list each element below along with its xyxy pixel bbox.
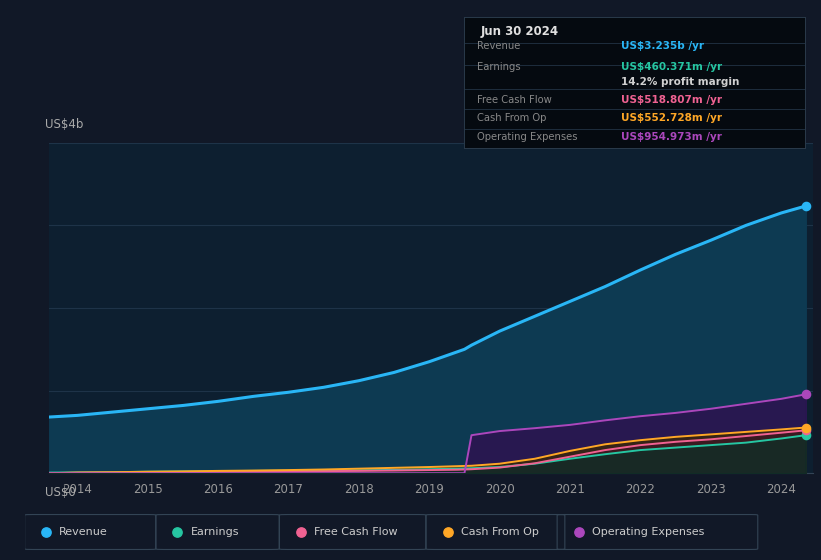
Text: Revenue: Revenue (478, 41, 521, 51)
Text: Cash From Op: Cash From Op (461, 527, 539, 537)
Point (171, 528, 184, 536)
Text: Jun 30 2024: Jun 30 2024 (481, 25, 559, 38)
Text: US$552.728m /yr: US$552.728m /yr (621, 113, 722, 123)
Text: Cash From Op: Cash From Op (478, 113, 547, 123)
Text: US$0: US$0 (45, 487, 76, 500)
Text: Operating Expenses: Operating Expenses (592, 527, 704, 537)
Text: Earnings: Earnings (190, 527, 239, 537)
Point (799, 390, 812, 399)
Text: US$460.371m /yr: US$460.371m /yr (621, 62, 722, 72)
Text: Free Cash Flow: Free Cash Flow (314, 527, 397, 537)
Point (572, 528, 585, 536)
Text: US$954.973m /yr: US$954.973m /yr (621, 132, 722, 142)
Point (441, 528, 454, 536)
Text: Revenue: Revenue (59, 527, 108, 537)
Point (799, 423, 812, 432)
Point (799, 426, 812, 435)
Text: US$518.807m /yr: US$518.807m /yr (621, 95, 722, 105)
Point (39, 528, 53, 536)
Point (295, 528, 308, 536)
Text: Operating Expenses: Operating Expenses (478, 132, 578, 142)
Point (799, 202, 812, 211)
Point (799, 431, 812, 440)
Text: Earnings: Earnings (478, 62, 521, 72)
Text: US$4b: US$4b (45, 118, 84, 131)
Text: Free Cash Flow: Free Cash Flow (478, 95, 553, 105)
Text: 14.2% profit margin: 14.2% profit margin (621, 77, 739, 87)
Text: US$3.235b /yr: US$3.235b /yr (621, 41, 704, 51)
